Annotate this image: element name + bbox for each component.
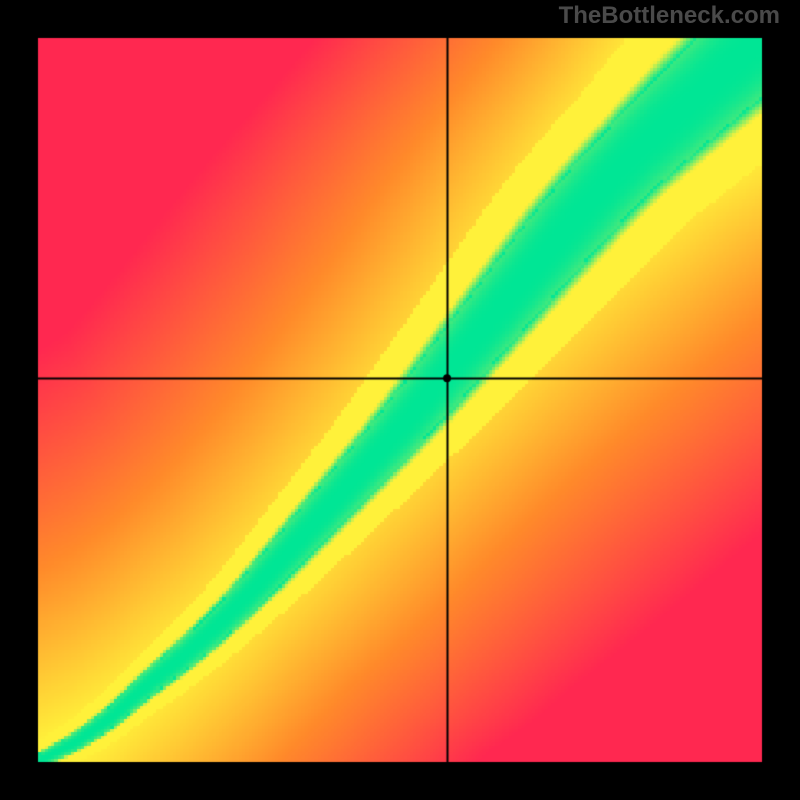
bottleneck-heatmap	[0, 0, 800, 800]
watermark-text: TheBottleneck.com	[559, 2, 780, 30]
